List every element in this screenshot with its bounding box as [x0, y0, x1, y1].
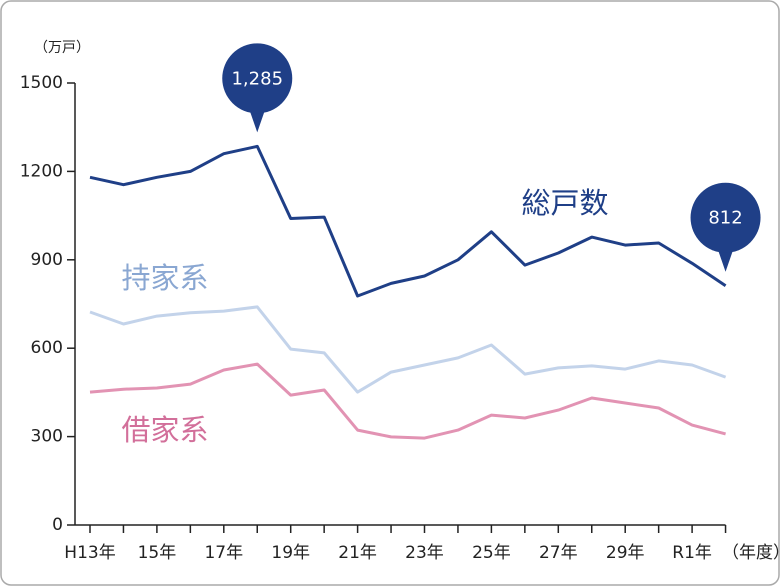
callout-bubble [690, 182, 761, 253]
y-tick-label: 1500 [20, 73, 63, 93]
x-tick-label: 17年 [204, 543, 243, 563]
x-tick-label: R1年 [672, 543, 712, 563]
y-tick-label: 600 [31, 338, 63, 358]
series-line [89, 305, 727, 394]
x-tick-label: 29年 [606, 543, 645, 563]
data-label: 812 [708, 208, 742, 229]
callout-bubble [222, 43, 293, 114]
y-axis-label: （万戸） [34, 40, 90, 56]
series-line [89, 144, 727, 298]
x-tick-label: 19年 [271, 543, 310, 563]
series-label: 総戸数 [521, 186, 608, 220]
series-label: 持家系 [121, 261, 208, 295]
series-line [89, 362, 726, 440]
x-tick-label: 25年 [472, 543, 511, 563]
y-tick-label: 900 [31, 250, 63, 270]
y-tick-label: 300 [31, 427, 63, 447]
series-label: 借家系 [121, 413, 208, 447]
x-tick-label: H13年 [64, 543, 115, 563]
x-tick-label: 23年 [405, 543, 444, 563]
y-tick-label: 1200 [20, 161, 63, 181]
x-tick-label: 21年 [338, 543, 377, 563]
y-tick-label: 0 [52, 515, 63, 535]
x-tick-label: 27年 [539, 543, 578, 563]
x-axis-label: （年度） [722, 543, 780, 563]
x-tick-label: 15年 [138, 543, 177, 563]
data-label: 1,285 [231, 68, 283, 89]
